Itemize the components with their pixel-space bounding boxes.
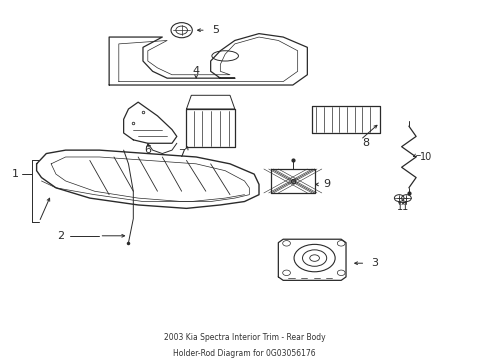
Text: 7: 7 xyxy=(178,149,185,158)
Text: 5: 5 xyxy=(212,25,219,35)
Text: 3: 3 xyxy=(371,258,378,268)
Text: 1: 1 xyxy=(11,169,19,179)
Text: 11: 11 xyxy=(396,202,408,212)
Text: 9: 9 xyxy=(323,179,329,189)
Text: 2: 2 xyxy=(57,231,64,241)
Text: 4: 4 xyxy=(192,66,199,76)
Text: 10: 10 xyxy=(419,152,431,162)
Text: 6: 6 xyxy=(144,145,151,155)
Text: 8: 8 xyxy=(361,138,368,148)
Text: Holder-Rod Diagram for 0G03056176: Holder-Rod Diagram for 0G03056176 xyxy=(173,349,315,358)
Text: 2003 Kia Spectra Interior Trim - Rear Body: 2003 Kia Spectra Interior Trim - Rear Bo… xyxy=(163,333,325,342)
